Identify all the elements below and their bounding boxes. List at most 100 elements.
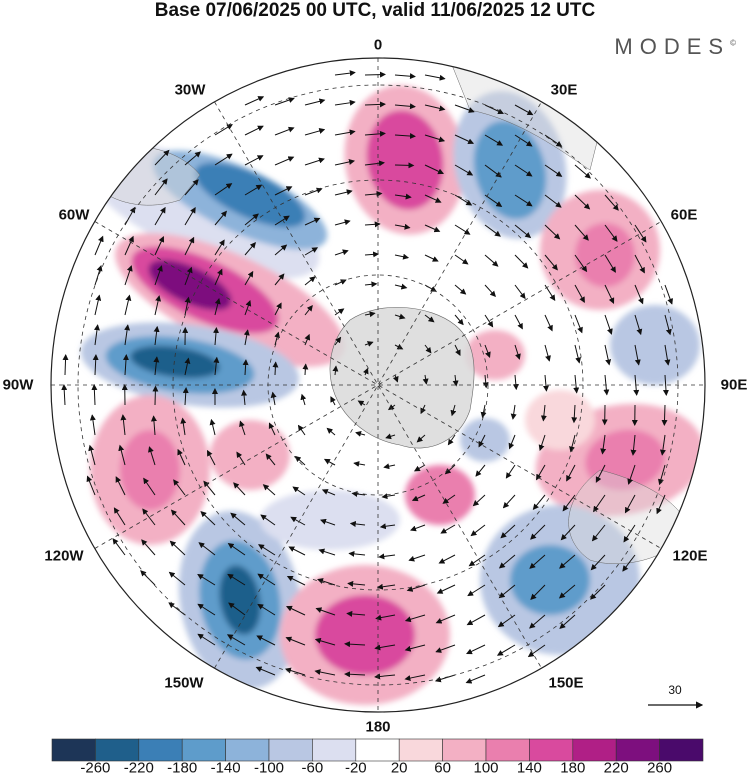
wind-arrow bbox=[374, 644, 396, 651]
wind-arrow bbox=[198, 542, 216, 556]
wind-arrow bbox=[544, 314, 553, 332]
wind-arrow bbox=[484, 134, 504, 146]
wind-arrow bbox=[284, 667, 306, 676]
wind-arrow bbox=[214, 153, 233, 166]
wind-arrow bbox=[364, 190, 383, 197]
wind-arrow bbox=[334, 129, 356, 136]
wind-arrow bbox=[634, 224, 647, 243]
wind-arrow bbox=[484, 164, 502, 178]
anomaly-blob bbox=[120, 430, 180, 510]
wind-arrow bbox=[452, 374, 459, 387]
wind-arrow bbox=[574, 254, 588, 273]
wind-arrow bbox=[346, 610, 366, 617]
wind-arrow bbox=[529, 614, 546, 629]
wind-arrow bbox=[404, 674, 426, 681]
wind-arrow bbox=[454, 284, 467, 295]
wind-arrow bbox=[559, 614, 576, 629]
wind-arrow bbox=[574, 224, 589, 241]
wind-arrow bbox=[274, 244, 288, 256]
wind-arrow bbox=[364, 281, 378, 288]
wind-arrow bbox=[661, 404, 668, 426]
longitude-label: 30W bbox=[174, 81, 206, 99]
wind-arrow bbox=[454, 254, 469, 265]
colorbar-segment bbox=[398, 738, 443, 762]
wind-arrow bbox=[514, 104, 534, 116]
wind-arrow bbox=[152, 385, 159, 406]
wind-arrow bbox=[142, 508, 156, 526]
colorbar-segment bbox=[181, 738, 226, 762]
colorbar-tick-label: 60 bbox=[434, 759, 451, 777]
wind-arrow bbox=[304, 217, 321, 226]
wind-arrow bbox=[143, 477, 156, 496]
australia bbox=[568, 469, 691, 564]
colorbar-segment bbox=[485, 738, 530, 762]
wind-arrow bbox=[536, 464, 546, 481]
wind-arrow bbox=[394, 223, 411, 230]
wind-arrow bbox=[170, 509, 186, 526]
wind-arrow bbox=[241, 389, 248, 406]
wind-arrow bbox=[233, 482, 246, 496]
wind-arrow bbox=[595, 464, 606, 483]
wind-arrow bbox=[326, 427, 336, 436]
wind-arrow bbox=[323, 458, 336, 466]
wind-arrow bbox=[387, 404, 396, 411]
colorbar bbox=[51, 738, 704, 762]
wind-arrow bbox=[154, 265, 163, 286]
wind-arrow bbox=[422, 374, 429, 385]
wind-arrow bbox=[498, 584, 516, 599]
wind-arrow bbox=[514, 254, 529, 269]
wind-arrow bbox=[508, 434, 516, 450]
colorbar-segment bbox=[355, 738, 400, 762]
wind-arrow bbox=[88, 444, 96, 466]
colorbar-tick-label: 260 bbox=[647, 759, 673, 777]
wind-arrow bbox=[209, 418, 216, 436]
wind-arrow bbox=[484, 344, 491, 359]
wind-arrow bbox=[394, 343, 404, 350]
wind-arrow bbox=[569, 434, 576, 453]
wind-arrow bbox=[532, 494, 546, 510]
colorbar-segment bbox=[138, 738, 183, 762]
wind-arrow bbox=[214, 297, 221, 316]
wind-arrow bbox=[530, 524, 546, 540]
colorbar-segment bbox=[225, 738, 270, 762]
wind-arrow bbox=[213, 356, 220, 376]
colorbar-tick-label: 180 bbox=[560, 759, 586, 777]
colorbar-tick-label: 140 bbox=[516, 759, 542, 777]
wind-arrow bbox=[500, 524, 516, 539]
wind-arrow bbox=[94, 264, 103, 286]
brand-text: MODES bbox=[614, 34, 731, 59]
wind-arrow bbox=[472, 494, 486, 507]
wind-arrow bbox=[454, 344, 461, 357]
wind-arrow bbox=[466, 614, 486, 626]
wind-arrow bbox=[440, 524, 456, 534]
wind-arrow bbox=[118, 444, 126, 466]
wind-arrow bbox=[244, 125, 264, 136]
wind-arrow bbox=[394, 253, 410, 260]
wind-arrow bbox=[154, 295, 162, 316]
longitude-label: 150W bbox=[164, 674, 204, 692]
wind-arrow bbox=[154, 178, 168, 196]
wind-arrow bbox=[410, 524, 426, 532]
wind-arrow bbox=[207, 449, 216, 466]
wind-arrow bbox=[124, 324, 131, 346]
wind-arrow bbox=[332, 365, 339, 376]
colorbar-segment bbox=[95, 738, 140, 762]
wind-arrow bbox=[574, 164, 592, 179]
wind-arrow bbox=[512, 374, 519, 391]
wind-arrow bbox=[154, 235, 165, 256]
wind-arrow bbox=[274, 331, 280, 346]
wind-arrow bbox=[662, 374, 669, 396]
wind-arrow bbox=[465, 674, 486, 684]
wind-arrow bbox=[529, 554, 546, 569]
wind-arrow bbox=[244, 96, 265, 106]
wind-arrow bbox=[424, 344, 432, 354]
wind-arrow bbox=[514, 134, 533, 147]
wind-arrow bbox=[317, 578, 336, 586]
wind-arrow bbox=[244, 242, 256, 256]
wind-arrow bbox=[154, 149, 170, 166]
wind-arrow bbox=[604, 194, 619, 211]
wind-arrow bbox=[115, 476, 126, 496]
wind-arrow bbox=[394, 283, 408, 290]
wind-arrow bbox=[344, 641, 366, 648]
colorbar-segment bbox=[615, 738, 660, 762]
